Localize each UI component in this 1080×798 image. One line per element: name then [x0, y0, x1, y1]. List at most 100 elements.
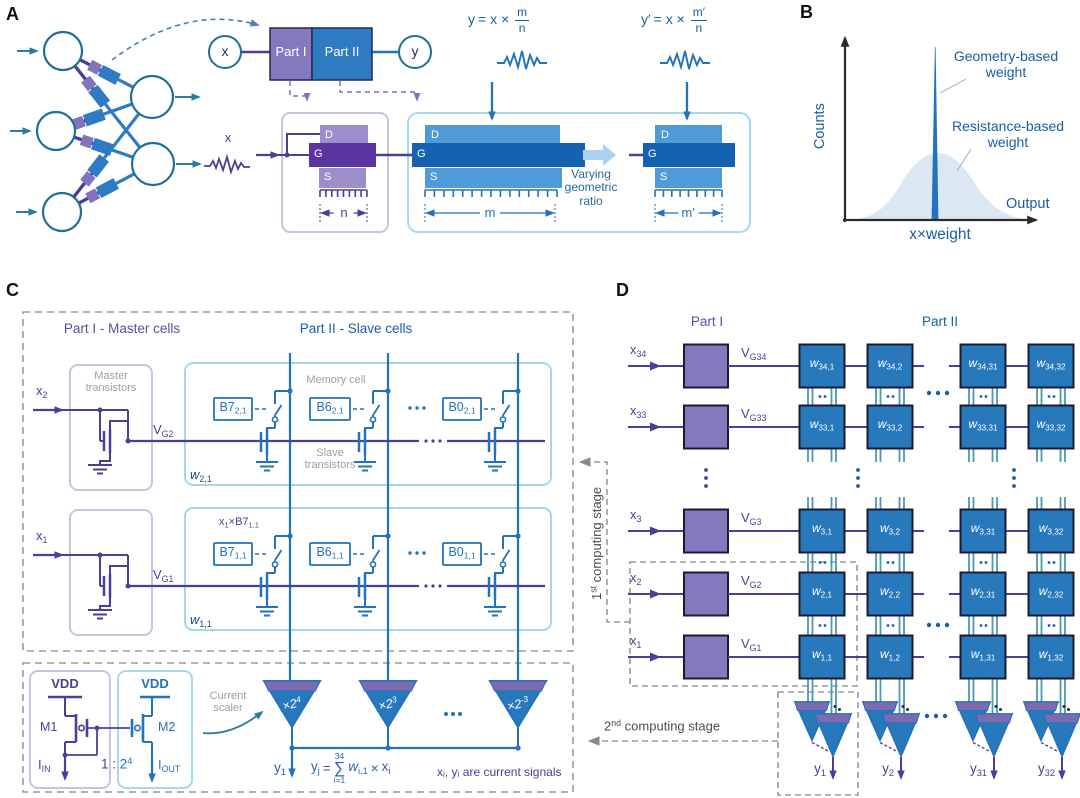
ellipsis-dot [458, 712, 462, 716]
d-x-input-label-part: x [630, 633, 637, 648]
synapse-part2 [87, 154, 109, 178]
gap-dot [823, 561, 827, 564]
y2-waveform [660, 50, 710, 71]
stack-dots [999, 708, 1002, 711]
weight-cell-label-part: w [968, 417, 978, 431]
m2-box [117, 670, 193, 789]
switch-contact [499, 561, 507, 568]
d-vg-label-part: G33 [749, 412, 767, 423]
gap-dot [1052, 624, 1056, 627]
weight-cell-label-part: w [877, 417, 887, 431]
weight-cell-label-part: 1,1 [820, 653, 832, 663]
d-x-input-label-part: 2 [636, 576, 642, 587]
gap-dot [1047, 624, 1051, 627]
vdd-left-label: VDD [51, 676, 79, 691]
weight-cell-label-part: 3,32 [1047, 527, 1064, 537]
annotation-b7: ×B7 [228, 516, 249, 528]
weight-cell-label: w34,31 [961, 356, 1006, 372]
annotation-b7-sub: 1,1 [248, 520, 259, 530]
switch-arm [501, 549, 511, 562]
weight-cell-block [798, 404, 846, 450]
weight-cell-label: w2,1 [800, 584, 845, 600]
d-input-arrowhead [650, 361, 661, 371]
varying-line1: Varying [571, 167, 611, 181]
gap-dot [979, 395, 983, 398]
m-dimension-label: m [484, 205, 496, 220]
stack-dots [1062, 705, 1066, 708]
panel-d-label: D [616, 280, 629, 300]
memory-bit-label-part: 2,1 [331, 405, 344, 416]
d-y-output-label-part: y [1038, 761, 1045, 776]
t1-source-bar [319, 168, 366, 188]
c-stage2-dashed-box [22, 662, 574, 793]
d-x-input-label-part: 3 [636, 513, 642, 524]
switch-contact [369, 416, 377, 423]
c-weight-label-part: w [190, 612, 200, 627]
weight-cell-label-part: 3,31 [979, 527, 996, 537]
junction-dot [515, 745, 521, 751]
memory-bit-label: B62,1 [310, 400, 350, 416]
column-ellipsis [942, 713, 948, 719]
column-ellipsis [944, 622, 950, 628]
width-ruler [654, 189, 723, 197]
c-x-input-label-part: x [36, 528, 43, 543]
weight-cell-label-part: 34,31 [977, 362, 998, 372]
weight-cell-label-part: 2,31 [979, 590, 996, 600]
weight-cell-block [866, 634, 914, 680]
weight-cell-label-part: 1,31 [979, 653, 996, 663]
memory-bit-box [309, 397, 351, 421]
switch-arm [273, 549, 283, 562]
d-y-output-label-part: y [882, 761, 889, 776]
ellipsis-dot [424, 439, 428, 443]
current-signals-note: xᵢ, yᵢ are current signals [437, 765, 562, 779]
eq2-denominator: n [695, 21, 703, 35]
t2-d-label: D [431, 129, 439, 141]
stack-dashed-link [879, 741, 897, 752]
memory-bit-label-part: B6 [316, 545, 332, 559]
ellipsis-dot [431, 584, 435, 588]
d-part1-header: Part I [690, 314, 724, 329]
c-part2-header: Part II - Slave cells [299, 321, 413, 336]
c-vg-label-part: G2 [161, 428, 174, 439]
weight-cell-label-part: 33,2 [886, 423, 903, 433]
gap-dot [823, 395, 827, 398]
switch-arm [371, 404, 381, 417]
weight-cell-label-part: 1,32 [1047, 653, 1064, 663]
weight-cell-block [866, 343, 914, 389]
annotation-x-sub: 1 [224, 520, 229, 530]
weight-cell-block [798, 508, 846, 554]
i-in-sub: IN [41, 763, 51, 774]
d-vg-label: VG2 [741, 573, 785, 591]
weight-cell-block [798, 343, 846, 389]
scaler-ratio-label-part: -3 [519, 693, 530, 706]
gap-dot [984, 624, 988, 627]
d-vg-label: VG34 [741, 345, 785, 363]
weight-cell-label-part: 33,1 [818, 423, 835, 433]
synapse-part2 [95, 178, 119, 199]
y-waveform [497, 50, 547, 71]
switch-arm [273, 404, 283, 417]
resistance-callout [956, 148, 972, 172]
memory-bit-label: B61,1 [310, 545, 350, 561]
d-y-output-label: y2 [862, 761, 894, 778]
weight-cell-label-part: 2,2 [888, 590, 900, 600]
current-scaler-band [359, 680, 417, 692]
d-input-arrowhead [650, 589, 661, 599]
d-x-input-label: x2 [630, 570, 660, 588]
input-neuron [41, 191, 83, 233]
formula-equals: = [322, 760, 331, 776]
ellipsis-dot [431, 439, 435, 443]
weight-cell-block [959, 343, 1007, 389]
weight-cell-label-part: 34,1 [818, 362, 835, 372]
vertical-ellipsis [704, 476, 708, 480]
switch-contact [369, 561, 377, 568]
weight-cell-block [866, 571, 914, 617]
formula-x-sub: i [388, 766, 391, 777]
m1-box [29, 670, 111, 789]
c-weight-label: w1,1 [190, 612, 224, 630]
scaler-label-line1: Current [209, 690, 247, 702]
weight-cell-label-part: w [811, 584, 821, 598]
master-transistors-label: Master transistors [76, 370, 146, 395]
c-x-input-label-part: x [36, 383, 43, 398]
stage2-label: 2nd computing stage [604, 718, 720, 734]
